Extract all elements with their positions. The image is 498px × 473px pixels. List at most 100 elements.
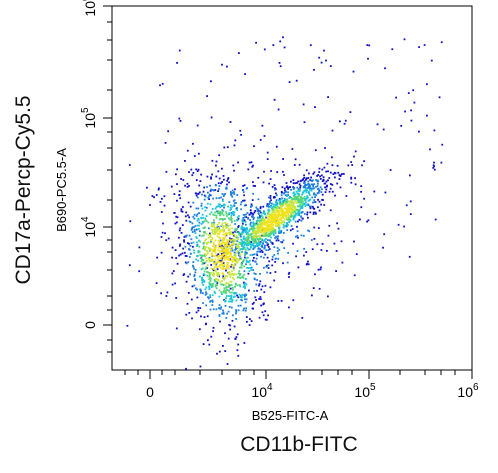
event-dot — [244, 256, 246, 259]
event-dot — [211, 294, 214, 297]
event-dot — [193, 251, 196, 254]
event-dot — [303, 190, 306, 192]
event-dot — [237, 231, 239, 233]
event-dot — [222, 272, 225, 275]
event-dot — [289, 213, 292, 216]
event-dot — [249, 267, 252, 269]
event-dot — [155, 282, 158, 284]
event-dot — [215, 227, 218, 230]
event-dot — [188, 312, 191, 314]
event-dot — [225, 248, 228, 251]
event-dot — [188, 171, 190, 173]
event-dot — [180, 178, 182, 180]
event-dot — [256, 235, 259, 237]
event-dot — [214, 264, 217, 267]
event-dot — [210, 228, 213, 231]
event-dot — [257, 240, 260, 243]
event-dot — [306, 195, 309, 197]
event-dot — [221, 244, 223, 247]
event-dot — [260, 225, 263, 228]
event-dot — [218, 241, 221, 244]
event-dot — [220, 306, 223, 309]
event-dot — [290, 198, 293, 201]
event-dot — [307, 263, 310, 266]
event-dot — [293, 193, 296, 196]
event-dot — [254, 230, 257, 232]
event-dot — [304, 183, 306, 186]
event-dot — [296, 230, 299, 233]
event-dot — [240, 251, 243, 254]
event-dot — [268, 182, 270, 185]
event-dot — [171, 256, 173, 259]
event-dot — [165, 295, 168, 297]
event-dot — [247, 233, 250, 236]
event-dot — [313, 68, 315, 71]
event-dot — [161, 197, 163, 200]
event-dot — [213, 243, 215, 245]
event-dot — [196, 219, 199, 222]
event-dot — [178, 254, 180, 257]
event-dot — [299, 201, 302, 203]
event-dot — [214, 250, 217, 253]
event-dot — [209, 236, 212, 238]
event-dot — [234, 235, 237, 238]
event-dot — [258, 234, 261, 237]
event-dot — [219, 259, 221, 262]
event-dot — [268, 260, 271, 263]
event-dot — [285, 186, 288, 189]
event-dot — [207, 197, 210, 199]
event-dot — [193, 249, 195, 252]
event-dot — [159, 84, 161, 87]
event-dot — [219, 239, 222, 242]
event-dot — [249, 254, 252, 256]
event-dot — [227, 262, 230, 264]
event-dot — [350, 177, 353, 180]
event-dot — [280, 194, 283, 197]
event-dot — [293, 195, 296, 198]
event-dot — [282, 223, 285, 226]
event-dot — [271, 209, 274, 211]
event-dot — [291, 228, 294, 230]
event-dot — [192, 215, 195, 218]
event-dot — [292, 192, 295, 195]
event-dot — [185, 219, 188, 222]
event-dot — [210, 211, 213, 214]
event-dot — [221, 265, 224, 267]
event-dot — [210, 267, 213, 270]
event-dot — [237, 304, 240, 307]
event-dot — [286, 212, 288, 214]
event-dot — [222, 266, 225, 269]
event-dot — [175, 173, 177, 176]
event-dot — [317, 174, 320, 176]
event-dot — [208, 234, 210, 236]
event-dot — [215, 160, 218, 163]
event-dot — [205, 254, 207, 256]
event-dot — [252, 213, 255, 216]
event-dot — [252, 221, 255, 224]
event-dot — [303, 177, 306, 179]
event-dot — [196, 296, 199, 299]
event-dot — [273, 209, 276, 211]
event-dot — [252, 164, 254, 167]
event-dot — [228, 212, 231, 214]
event-dot — [283, 192, 285, 195]
event-dot — [245, 259, 248, 262]
event-dot — [287, 215, 290, 218]
event-dot — [252, 301, 255, 304]
event-dot — [309, 179, 312, 181]
event-dot — [290, 189, 292, 191]
event-dot — [229, 291, 232, 294]
event-dot — [220, 182, 222, 185]
event-dot — [305, 188, 308, 191]
event-dot — [261, 124, 264, 127]
event-dot — [317, 198, 319, 201]
event-dot — [241, 296, 243, 299]
event-dot — [412, 89, 415, 92]
event-dot — [235, 282, 237, 285]
event-dot — [306, 262, 308, 265]
event-dot — [269, 197, 272, 199]
event-dot — [216, 254, 218, 257]
event-dot — [221, 198, 224, 201]
event-dot — [211, 253, 213, 256]
event-dot — [296, 182, 298, 184]
